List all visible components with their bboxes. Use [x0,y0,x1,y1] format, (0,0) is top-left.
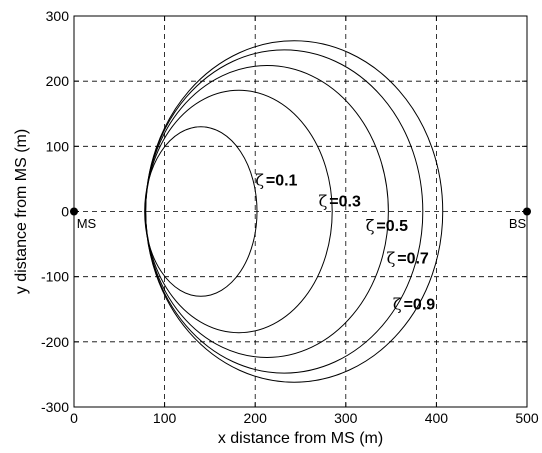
x-axis-label: x distance from MS (m) [218,430,383,447]
zeta-value: 0.5 [386,218,408,235]
zeta-symbol: ζ [255,170,264,189]
point-label-ms: MS [77,216,97,231]
point-label-bs: BS [509,216,527,231]
x-tick-label: 400 [425,410,449,426]
equals-sign: = [376,218,385,235]
y-tick-label: 100 [46,138,70,154]
curve-labels: ζ =0.1ζ =0.3ζ =0.5ζ =0.7ζ =0.9 [255,170,435,313]
zeta-symbol: ζ [393,294,402,313]
curve-zeta-0.9 [145,40,444,383]
y-tick-label: -300 [41,399,69,415]
x-tick-label: 200 [244,410,268,426]
equals-sign: = [404,296,413,313]
zeta-symbol: ζ [366,216,375,235]
y-tick-label: 300 [46,8,70,24]
curve-zeta-0.1 [144,126,258,297]
y-tick-label: -100 [41,269,69,285]
curve-label-zeta-0.9: ζ =0.9 [393,294,435,313]
grid [74,16,527,407]
zeta-value: 0.9 [413,296,435,313]
point-ms [70,207,78,216]
x-tick-label: 500 [515,410,539,426]
equals-sign: = [329,193,338,210]
ticks: 0 100 200 300 400 500 -300 -200 -100 0 100 200 300 [41,8,539,426]
y-tick-label: 200 [46,73,70,89]
y-axis-label: y distance from MS (m) [13,129,30,294]
equals-sign: = [266,172,275,189]
points: MS BS [70,207,531,231]
zeta-value: 0.3 [339,193,361,210]
equals-sign: = [397,251,406,268]
curve-label-zeta-0.3: ζ =0.3 [319,191,361,210]
y-tick-label: 0 [61,204,69,220]
x-tick-label: 100 [153,410,177,426]
curves [144,40,444,383]
point-bs [523,207,531,216]
x-tick-label: 300 [334,410,358,426]
curve-label-zeta-0.1: ζ =0.1 [255,170,297,189]
zeta-value: 0.7 [407,251,429,268]
curve-label-zeta-0.5: ζ =0.5 [366,216,408,235]
zeta-symbol: ζ [319,191,328,210]
curve-label-zeta-0.7: ζ =0.7 [387,249,429,268]
x-tick-label: 0 [70,410,78,426]
zeta-value: 0.1 [275,172,297,189]
y-tick-label: -200 [41,334,69,350]
zeta-symbol: ζ [387,249,396,268]
